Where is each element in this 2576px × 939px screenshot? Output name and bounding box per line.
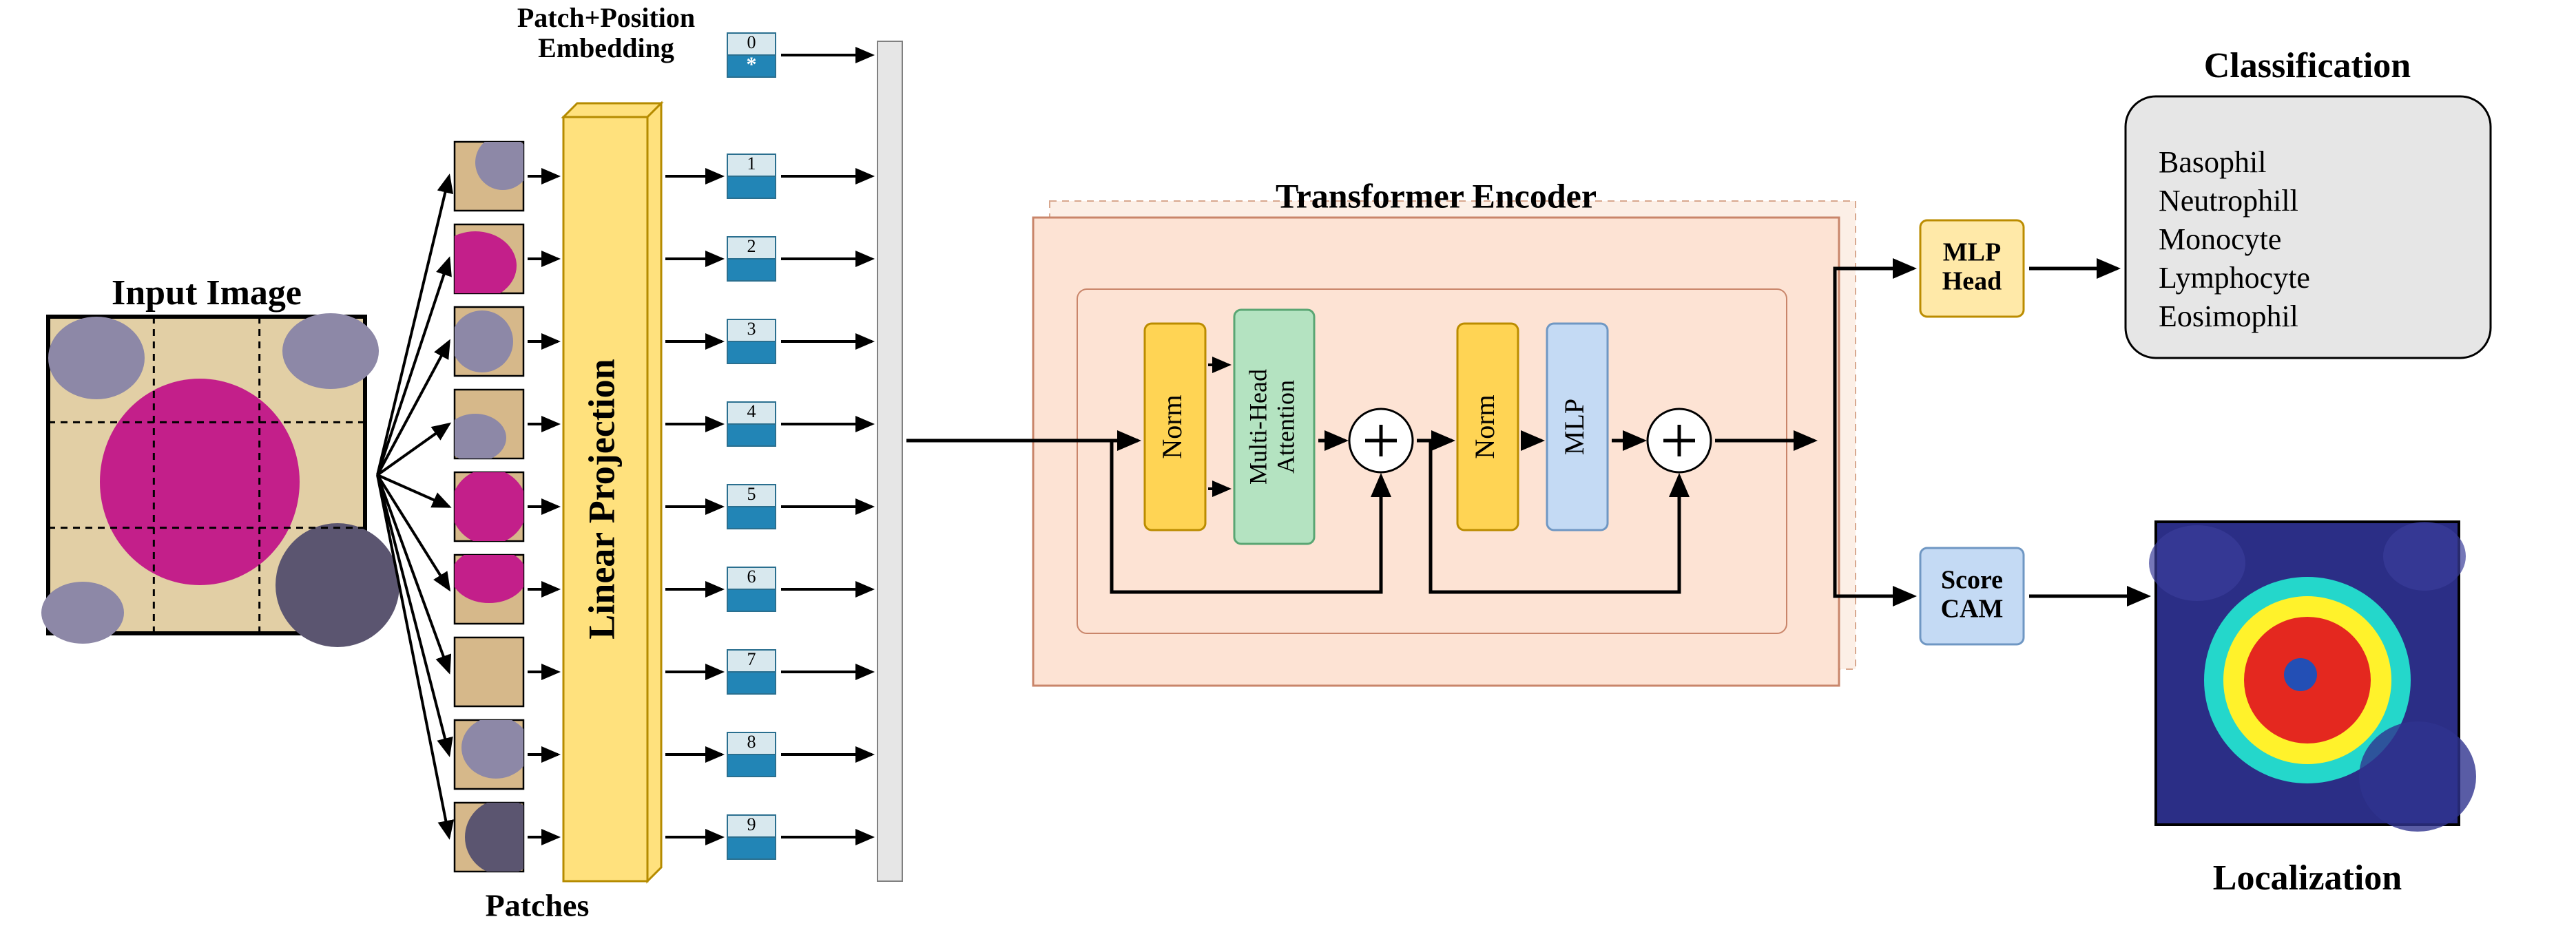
localization-label: Localization [2213, 858, 2402, 898]
patch-3 [451, 307, 523, 376]
input-image [41, 313, 399, 647]
transformer-encoder-label: Transformer Encoder [1276, 176, 1597, 215]
localization-image [2149, 522, 2476, 832]
patch-1 [455, 135, 530, 211]
embed-num: 5 [747, 484, 756, 504]
embed-num: 0 [747, 32, 756, 52]
patch-6 [451, 548, 527, 624]
patch-7 [455, 637, 523, 706]
mha-label: Attention [1271, 380, 1299, 474]
cls-item: Neutrophill [2159, 184, 2298, 218]
embed-num: 8 [747, 732, 756, 752]
cls-item: Monocyte [2159, 222, 2281, 256]
patch-pos-label: Embedding [538, 32, 674, 63]
embed-num: 4 [747, 401, 756, 421]
mha-label: Multi-Head [1244, 369, 1271, 485]
patch-pos-label: Patch+Position [517, 2, 695, 33]
patch-8 [455, 717, 530, 789]
mlp-block-label: MLP [1559, 399, 1590, 455]
classification-label: Classification [2204, 46, 2411, 85]
input-image-label: Input Image [112, 273, 302, 313]
embed-num: 1 [747, 154, 756, 173]
cls-item: Eosimophil [2159, 299, 2298, 333]
mlp-head-label: MLP [1943, 238, 2001, 267]
norm2-label: Norm [1469, 394, 1500, 458]
score-cam-label: Score [1941, 566, 2003, 595]
patch-4 [444, 390, 523, 462]
embed-num: 9 [747, 814, 756, 834]
mlp-head-label: Head [1942, 267, 2002, 296]
embed-num: 6 [747, 567, 756, 587]
sequence-rect [877, 41, 902, 881]
cls-item: Lymphocyte [2159, 261, 2310, 295]
patch-5 [451, 469, 527, 545]
linear-projection-label: Linear Projection [581, 359, 622, 639]
cls-item: Basophil [2159, 145, 2266, 179]
embed-num: 2 [747, 236, 756, 256]
embed-num: 7 [747, 649, 756, 669]
embed-cls: * [747, 53, 757, 76]
diagram-root: Input Image Patches Linear Projection 0* Pat… [0, 0, 2576, 936]
embed-num: 3 [747, 319, 756, 339]
score-cam-label: CAM [1941, 595, 2004, 624]
patches-label: Patches [486, 888, 590, 923]
norm1-label: Norm [1156, 394, 1187, 458]
